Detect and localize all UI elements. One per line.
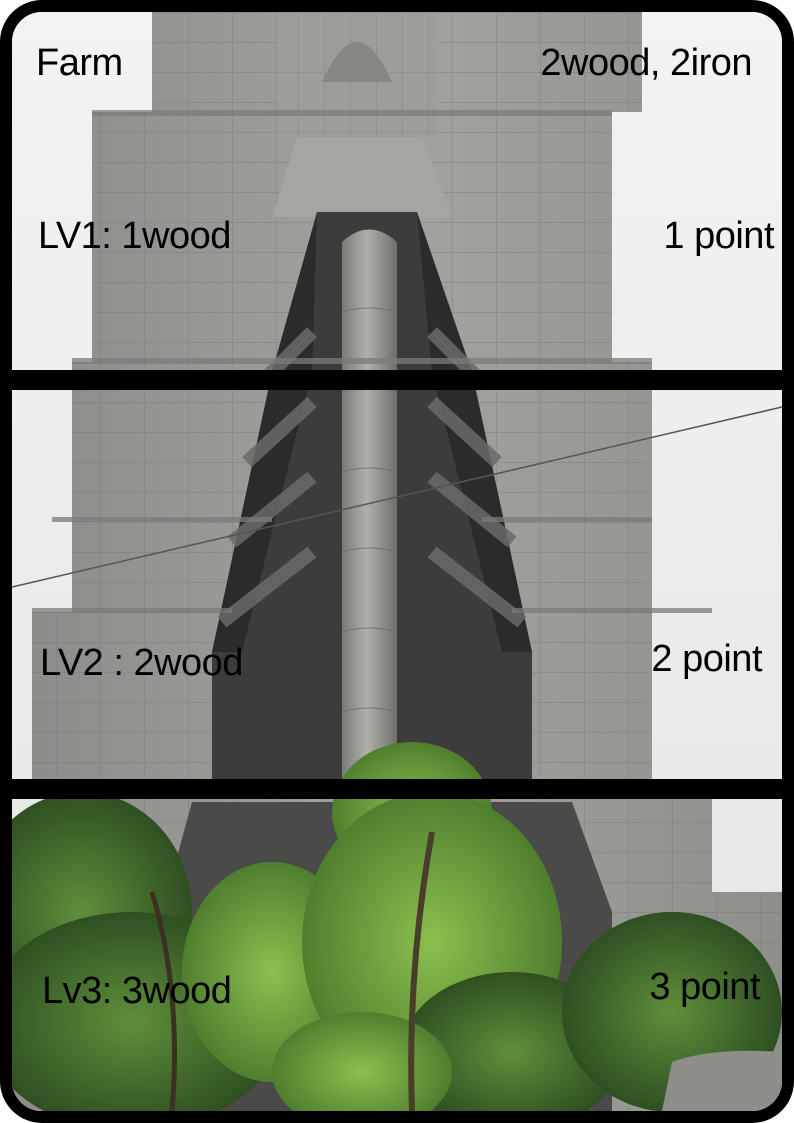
card-title: Farm bbox=[36, 42, 123, 84]
building-photo bbox=[12, 12, 782, 1111]
level-divider-top bbox=[12, 370, 782, 390]
level-2-reward: 2 point bbox=[651, 638, 762, 680]
level-2-requirement: LV2 : 2wood bbox=[40, 642, 243, 684]
level-divider-bottom bbox=[12, 779, 782, 799]
level-1-requirement: LV1: 1wood bbox=[38, 215, 231, 257]
level-1-reward: 1 point bbox=[663, 215, 774, 257]
card-cost: 2wood, 2iron bbox=[540, 42, 752, 84]
level-3-requirement: Lv3: 3wood bbox=[42, 970, 232, 1012]
level-3-reward: 3 point bbox=[649, 966, 760, 1008]
